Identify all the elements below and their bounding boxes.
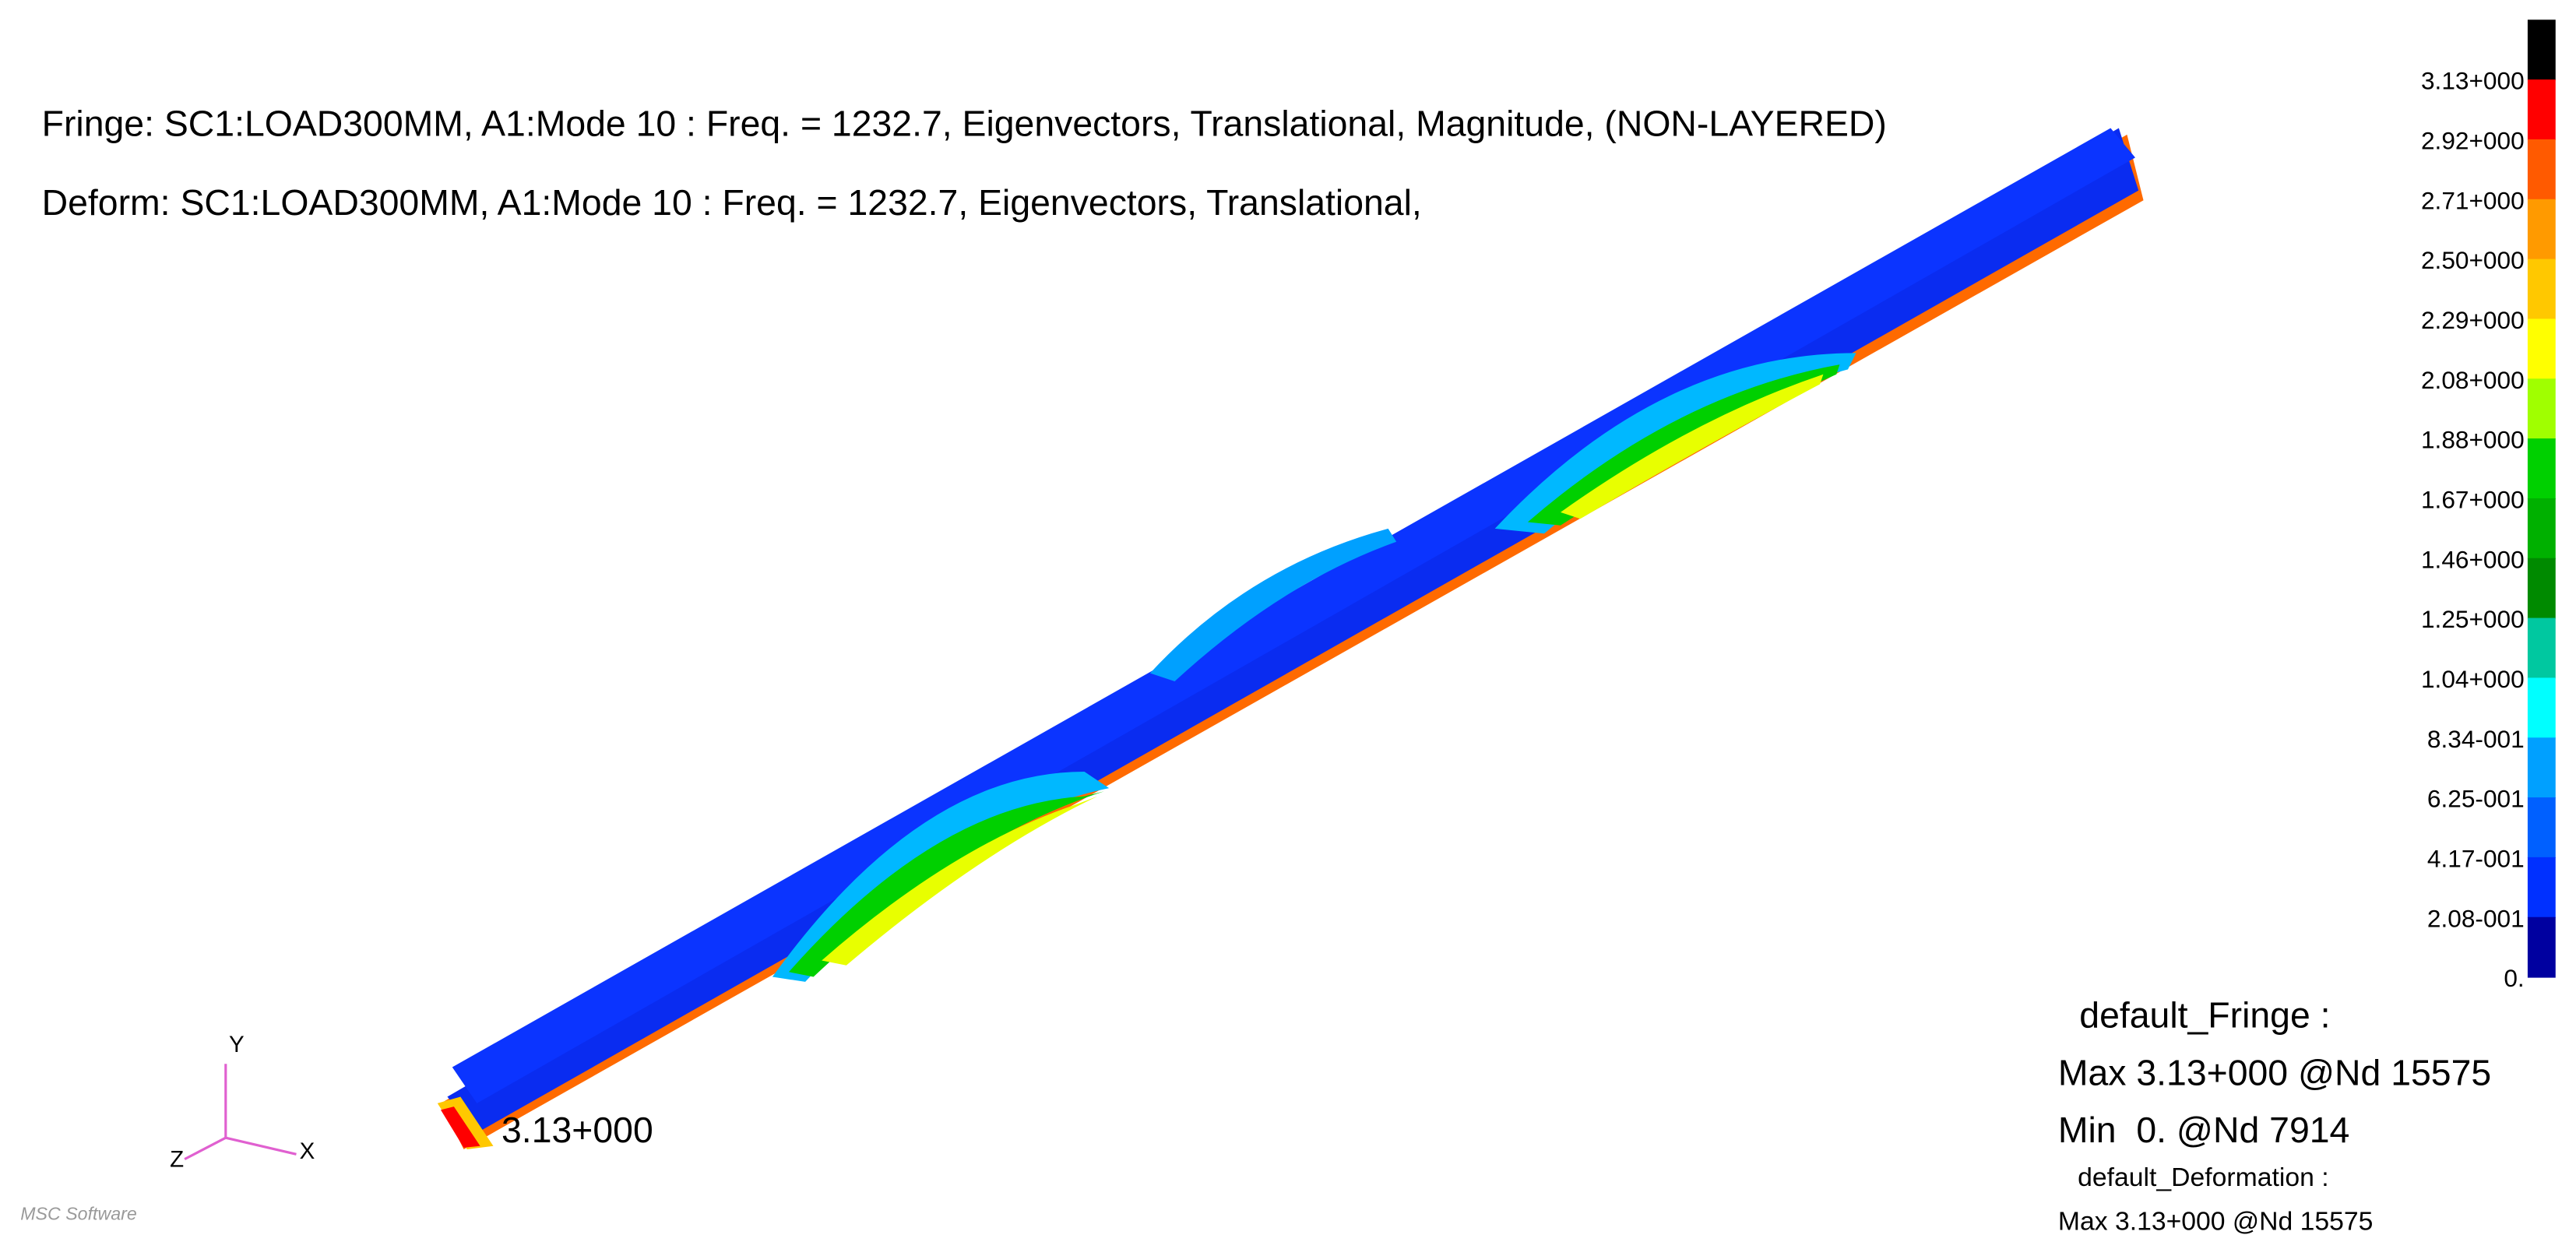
legend-band [2527,19,2556,81]
legend-label: 6.25-001 [2427,785,2525,813]
legend-band [2527,438,2556,499]
legend-label: 2.08+000 [2421,366,2525,394]
axis-label: Y [229,1032,245,1057]
legend-label: 4.17-001 [2427,844,2525,872]
legend-label: 3.13+000 [2421,67,2525,95]
legend-label: 2.50+000 [2421,246,2525,274]
fringe-min: Min 0. @Nd 7914 [2058,1110,2349,1150]
legend-label: 8.34-001 [2427,725,2525,753]
legend-label: 2.92+000 [2421,127,2525,155]
legend-label: 1.25+000 [2421,605,2525,633]
legend-band [2527,199,2556,260]
legend-band [2527,79,2556,141]
legend-band [2527,797,2556,858]
logo: MSC Software [20,1203,137,1223]
legend-label: 0. [2504,964,2524,992]
legend-band [2527,378,2556,440]
legend-band [2527,318,2556,380]
deformation-max: Max 3.13+000 @Nd 15575 [2058,1207,2373,1237]
legend-band [2527,259,2556,320]
axis-label: Z [170,1147,184,1173]
max-label: 3.13+000 [501,1110,653,1150]
beam-model [437,128,2144,1149]
legend-band [2527,139,2556,200]
legend-band [2527,558,2556,619]
legend-label: 2.08-001 [2427,904,2525,932]
legend-label: 2.71+000 [2421,186,2525,214]
deform-header: Deform: SC1:LOAD300MM, A1:Mode 10 : Freq… [42,182,1422,223]
axis-label: X [300,1138,315,1164]
legend-band [2527,737,2556,799]
legend-band [2527,916,2556,978]
fringe-header: Fringe: SC1:LOAD300MM, A1:Mode 10 : Freq… [42,104,1887,144]
legend-label: 2.29+000 [2421,306,2525,334]
legend-label: 1.88+000 [2421,426,2525,454]
legend-band [2527,857,2556,918]
fringe-max: Max 3.13+000 @Nd 15575 [2058,1052,2491,1092]
deformation-title: default_Deformation : [2078,1163,2328,1192]
axis-triad [184,1064,297,1161]
legend-band [2527,677,2556,739]
legend-band [2527,617,2556,679]
legend: 3.13+000 2.92+000 2.71+000 2.50+000 2.29+000… [2421,19,2556,992]
fringe-title: default_Fringe : [2079,995,2330,1036]
legend-label: 1.67+000 [2421,486,2525,514]
legend-band [2527,498,2556,559]
legend-label: 1.46+000 [2421,545,2525,573]
legend-label: 1.04+000 [2421,665,2525,693]
